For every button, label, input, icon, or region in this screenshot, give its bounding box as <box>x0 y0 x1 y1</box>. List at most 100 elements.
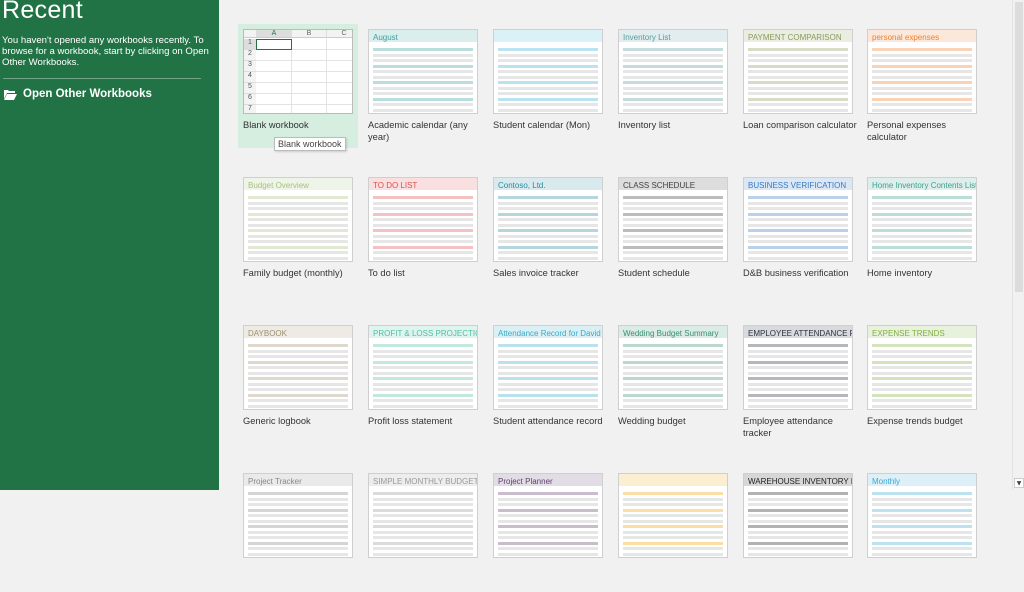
template-thumbnail[interactable]: Contoso, Ltd. <box>493 177 603 262</box>
sidebar-title: Recent <box>2 0 84 24</box>
template-thumbnail[interactable]: PROFIT & LOSS PROJECTION <box>368 325 478 410</box>
template-tile[interactable]: PROFIT & LOSS PROJECTION Profit loss stat… <box>363 320 483 444</box>
template-tile[interactable]: August Academic calendar (any year) <box>363 24 483 148</box>
template-tile[interactable]: CLASS SCHEDULE Student schedule <box>613 172 733 296</box>
template-label: Blank workbook <box>243 120 309 130</box>
template-label: Inventory list <box>618 120 671 130</box>
thumbnail-title: EMPLOYEE ATTENDANCE RECORD <box>748 329 852 338</box>
template-thumbnail[interactable]: PAYMENT COMPARISON <box>743 29 853 114</box>
template-tile[interactable]: Attendance Record for David Alexander Stu… <box>488 320 608 444</box>
template-label: Expense trends budget <box>867 416 963 426</box>
template-label: Profit loss statement <box>368 416 453 426</box>
thumbnail-title: CLASS SCHEDULE <box>623 181 696 190</box>
template-tile[interactable]: Contoso, Ltd. Sales invoice tracker <box>488 172 608 296</box>
thumbnail-title: Wedding Budget Summary <box>623 329 719 338</box>
thumbnail-title: BUSINESS VERIFICATION <box>748 181 847 190</box>
thumbnail-title: TO DO LIST <box>373 181 418 190</box>
scrollbar-thumb[interactable] <box>1015 2 1023 292</box>
template-thumbnail[interactable]: SIMPLE MONTHLY BUDGET <box>368 473 478 558</box>
folder-open-icon <box>4 89 17 100</box>
vertical-scrollbar[interactable]: ▼ <box>1012 0 1024 490</box>
template-thumbnail[interactable]: BUSINESS VERIFICATION <box>743 177 853 262</box>
thumbnail-title: PROFIT & LOSS PROJECTION <box>373 329 478 338</box>
template-tile[interactable]: Project Tracker <box>238 468 358 592</box>
divider <box>3 78 201 79</box>
template-tile[interactable]: A B C 1 2 3 4 5 6 7 Blank workbook <box>238 24 358 148</box>
scroll-down-arrow-icon[interactable]: ▼ <box>1014 478 1024 488</box>
template-thumbnail[interactable] <box>493 29 603 114</box>
thumbnail-title: PAYMENT COMPARISON <box>748 33 842 42</box>
template-thumbnail[interactable]: Inventory List <box>618 29 728 114</box>
template-gallery: A B C 1 2 3 4 5 6 7 Blank workbook August Academic c… <box>219 0 1012 558</box>
template-tile[interactable]: DAYBOOK Generic logbook <box>238 320 358 444</box>
template-thumbnail[interactable]: Budget Overview <box>243 177 353 262</box>
template-tile[interactable]: Inventory List Inventory list <box>613 24 733 148</box>
template-tile[interactable]: EXPENSE TRENDS Expense trends budget <box>862 320 982 444</box>
template-tile[interactable] <box>613 468 733 592</box>
template-label: To do list <box>368 268 405 278</box>
template-thumbnail[interactable]: EXPENSE TRENDS <box>867 325 977 410</box>
template-thumbnail[interactable]: Attendance Record for David Alexander <box>493 325 603 410</box>
thumbnail-title: personal expenses <box>872 33 940 42</box>
thumbnail-title: Contoso, Ltd. <box>498 181 546 190</box>
template-tile[interactable]: SIMPLE MONTHLY BUDGET <box>363 468 483 592</box>
template-tile[interactable]: Wedding Budget Summary Wedding budget <box>613 320 733 444</box>
row-header: 2 <box>244 50 256 61</box>
template-tile[interactable]: personal expenses Personal expenses calcu… <box>862 24 982 148</box>
thumbnail-title: Attendance Record for David Alexander <box>498 329 602 338</box>
row-header: 1 <box>244 39 256 50</box>
template-tile[interactable]: WAREHOUSE INVENTORY LIST <box>738 468 858 592</box>
template-label: Personal expenses calculator <box>867 120 947 142</box>
template-label: Student attendance record <box>493 416 603 426</box>
row-header: 5 <box>244 83 256 94</box>
open-other-workbooks-link[interactable]: Open Other Workbooks <box>4 88 152 100</box>
column-header: A <box>256 30 291 37</box>
template-tile[interactable]: Student calendar (Mon) <box>488 24 608 148</box>
template-thumbnail[interactable]: Wedding Budget Summary <box>618 325 728 410</box>
template-tile[interactable]: BUSINESS VERIFICATION D&B business verifi… <box>738 172 858 296</box>
sidebar: Recent You haven't opened any workbooks … <box>0 0 219 490</box>
template-thumbnail[interactable]: Project Planner <box>493 473 603 558</box>
thumbnail-title: SIMPLE MONTHLY BUDGET <box>373 477 478 486</box>
template-thumbnail[interactable]: TO DO LIST <box>368 177 478 262</box>
template-tile[interactable]: Budget Overview Family budget (monthly) <box>238 172 358 296</box>
thumbnail-title: WAREHOUSE INVENTORY LIST <box>748 477 852 486</box>
template-thumbnail[interactable]: EMPLOYEE ATTENDANCE RECORD <box>743 325 853 410</box>
template-tile[interactable]: Project Planner <box>488 468 608 592</box>
template-thumbnail[interactable]: personal expenses <box>867 29 977 114</box>
template-thumbnail[interactable]: Monthly <box>867 473 977 558</box>
template-tile[interactable]: PAYMENT COMPARISON Loan comparison calcul… <box>738 24 858 148</box>
template-label: Student calendar (Mon) <box>493 120 591 130</box>
template-label: Student schedule <box>618 268 690 278</box>
thumbnail-title: Home Inventory Contents List <box>872 181 977 190</box>
thumbnail-title: Project Tracker <box>248 477 302 486</box>
template-thumbnail[interactable]: August <box>368 29 478 114</box>
template-label: Family budget (monthly) <box>243 268 343 278</box>
row-header: 6 <box>244 94 256 105</box>
template-thumbnail[interactable]: Home Inventory Contents List <box>867 177 977 262</box>
template-tile[interactable]: Home Inventory Contents List Home invento… <box>862 172 982 296</box>
thumbnail-title: Inventory List <box>623 33 671 42</box>
template-thumbnail[interactable]: WAREHOUSE INVENTORY LIST <box>743 473 853 558</box>
template-tile[interactable]: Monthly <box>862 468 982 592</box>
template-label: D&B business verification <box>743 268 849 278</box>
template-tile[interactable]: EMPLOYEE ATTENDANCE RECORD Employee atten… <box>738 320 858 444</box>
template-tile[interactable]: TO DO LIST To do list <box>363 172 483 296</box>
template-label: Academic calendar (any year) <box>368 120 468 142</box>
column-header: C <box>326 30 352 37</box>
thumbnail-title: Budget Overview <box>248 181 309 190</box>
thumbnail-title: August <box>373 33 398 42</box>
template-thumbnail[interactable]: CLASS SCHEDULE <box>618 177 728 262</box>
row-header: 7 <box>244 105 256 113</box>
template-thumbnail[interactable] <box>618 473 728 558</box>
thumbnail-title: EXPENSE TRENDS <box>872 329 945 338</box>
row-header: 3 <box>244 61 256 72</box>
active-cell <box>256 39 292 50</box>
template-label: Sales invoice tracker <box>493 268 579 278</box>
row-header: 4 <box>244 72 256 83</box>
recent-empty-message: You haven't opened any workbooks recentl… <box>2 35 209 68</box>
template-thumbnail[interactable]: Project Tracker <box>243 473 353 558</box>
template-thumbnail[interactable]: DAYBOOK <box>243 325 353 410</box>
template-label: Generic logbook <box>243 416 311 426</box>
